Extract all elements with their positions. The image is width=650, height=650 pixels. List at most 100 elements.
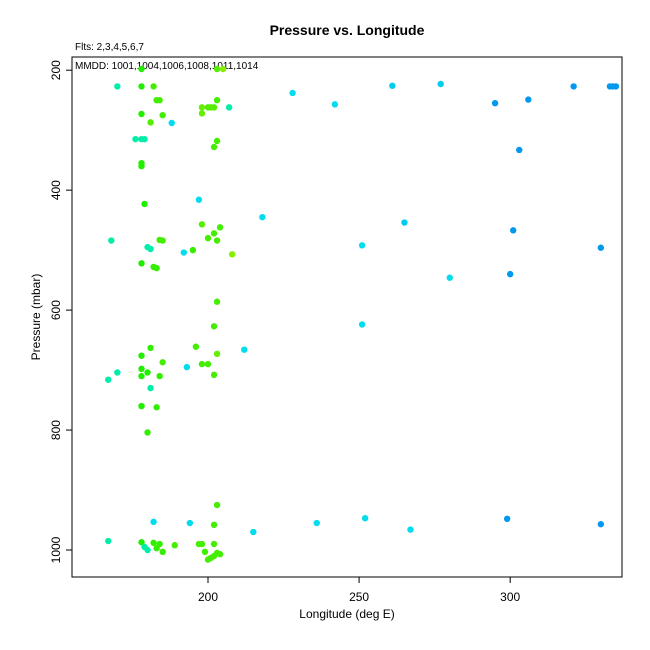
data-point xyxy=(210,371,218,379)
data-point xyxy=(108,237,115,244)
data-point xyxy=(210,143,218,151)
data-point xyxy=(138,372,145,380)
y-tick-label: 600 xyxy=(49,300,63,320)
data-point xyxy=(150,518,157,526)
data-point xyxy=(210,540,218,548)
data-point xyxy=(389,82,396,89)
data-point xyxy=(491,99,499,107)
data-point xyxy=(198,540,206,548)
plot-frame xyxy=(71,56,623,578)
data-point xyxy=(210,104,218,111)
x-axis: 200 250 300 xyxy=(198,577,521,604)
data-point xyxy=(204,360,212,368)
data-point xyxy=(159,111,166,119)
data-point xyxy=(141,200,148,208)
data-point xyxy=(171,542,178,549)
data-point xyxy=(358,242,366,249)
data-point xyxy=(105,537,112,545)
annotation-flights: Flts: 2,3,4,5,6,7 xyxy=(75,42,144,53)
data-point xyxy=(210,323,218,330)
data-point xyxy=(204,556,212,563)
data-point xyxy=(597,244,605,251)
data-point xyxy=(213,96,221,104)
data-point xyxy=(105,376,112,383)
chart-title: Pressure vs. Longitude xyxy=(270,22,425,38)
data-point xyxy=(198,360,206,368)
data-point xyxy=(147,384,154,392)
data-point xyxy=(437,80,444,88)
data-point xyxy=(159,237,166,244)
data-point xyxy=(289,89,296,97)
data-point xyxy=(138,539,145,546)
data-point xyxy=(147,344,154,352)
data-point xyxy=(198,110,206,117)
data-point xyxy=(219,65,227,73)
data-point xyxy=(138,65,145,73)
data-point xyxy=(213,137,221,145)
data-point xyxy=(138,110,145,118)
data-point xyxy=(313,519,320,527)
data-point xyxy=(216,224,224,231)
data-point xyxy=(138,365,145,373)
data-point xyxy=(612,83,620,90)
data-point xyxy=(138,260,145,267)
data-points xyxy=(105,65,620,563)
data-point xyxy=(156,372,163,380)
data-point xyxy=(241,346,248,353)
y-tick-label: 1000 xyxy=(49,536,63,563)
data-point xyxy=(138,162,145,170)
data-point xyxy=(213,350,221,358)
data-point xyxy=(153,264,160,272)
data-point xyxy=(213,298,221,305)
x-axis-label: Longitude (deg E) xyxy=(299,607,394,621)
x-tick-label: 250 xyxy=(349,590,369,604)
annotation-dates: MMDD: 1001,1004,1006,1008,1011,1014 xyxy=(75,61,259,72)
data-point xyxy=(361,515,369,522)
data-point xyxy=(570,83,577,90)
data-point xyxy=(331,101,339,108)
data-point xyxy=(516,146,523,154)
data-point xyxy=(114,83,121,90)
data-point xyxy=(153,545,160,552)
data-point xyxy=(183,363,191,371)
data-point xyxy=(159,548,166,556)
y-tick-label: 400 xyxy=(49,180,63,200)
data-point xyxy=(228,251,236,258)
x-tick-label: 300 xyxy=(500,590,520,604)
data-point xyxy=(506,270,514,278)
data-point xyxy=(132,135,139,143)
data-point xyxy=(210,230,218,237)
data-point xyxy=(144,369,151,376)
data-point xyxy=(250,528,257,536)
data-point xyxy=(147,119,154,126)
data-point xyxy=(503,515,511,523)
data-point xyxy=(114,369,121,376)
data-point xyxy=(180,249,188,256)
data-point xyxy=(141,135,148,143)
x-tick-label: 200 xyxy=(198,590,218,604)
data-point xyxy=(156,96,163,104)
data-point xyxy=(213,65,221,73)
data-point xyxy=(216,551,224,558)
data-point xyxy=(159,359,166,366)
data-point xyxy=(147,245,154,253)
y-axis: 200 400 600 800 1000 xyxy=(49,60,72,563)
data-point xyxy=(153,404,160,411)
data-point xyxy=(358,321,366,328)
data-point xyxy=(189,246,197,254)
data-point xyxy=(198,104,206,111)
data-point xyxy=(198,221,206,228)
data-point xyxy=(144,546,151,554)
y-tick-label: 200 xyxy=(49,60,63,80)
data-point xyxy=(407,526,414,533)
data-point xyxy=(225,104,233,111)
data-point xyxy=(597,521,605,528)
data-point xyxy=(401,219,408,226)
y-axis-label: Pressure (mbar) xyxy=(29,274,43,361)
data-point xyxy=(150,83,157,90)
data-point xyxy=(510,227,517,234)
data-point xyxy=(210,521,218,529)
data-point xyxy=(150,539,157,547)
data-point xyxy=(213,237,221,244)
